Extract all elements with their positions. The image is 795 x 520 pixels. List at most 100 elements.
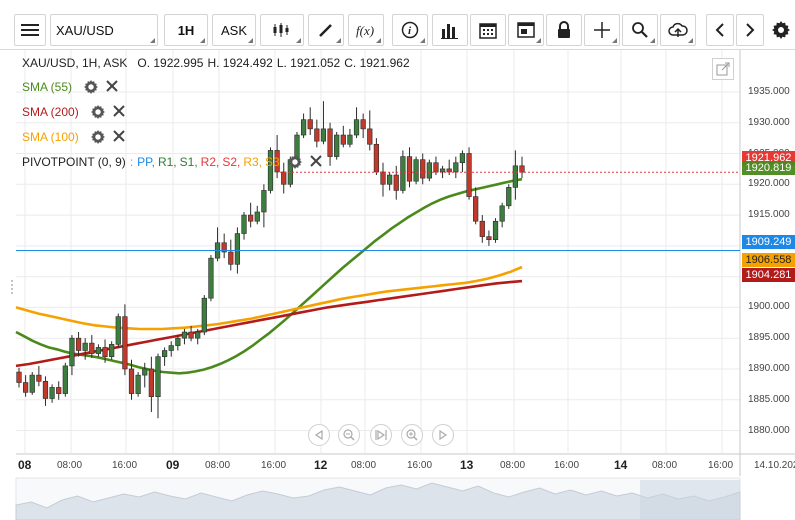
candle xyxy=(459,150,466,172)
candle xyxy=(281,162,287,194)
indicator-pivotpoint[interactable]: PIVOTPOINT (0, 9) : PP, R1, S1, R2, S2, … xyxy=(22,155,324,169)
info-button[interactable]: i xyxy=(392,14,428,46)
zoom-in-icon xyxy=(406,429,418,441)
candle xyxy=(115,313,121,348)
gear-icon xyxy=(772,21,790,39)
candle xyxy=(228,239,234,271)
time-axis-label: 09 xyxy=(166,458,180,472)
nav-zoom-in-button[interactable] xyxy=(401,424,423,446)
upload-button[interactable] xyxy=(660,14,696,46)
indicator-sma-55[interactable]: SMA (55) xyxy=(22,80,120,94)
crosshair-icon xyxy=(594,22,610,38)
pen-icon xyxy=(319,24,332,37)
navigator-preview[interactable] xyxy=(15,477,741,520)
crosshair-button[interactable] xyxy=(584,14,620,46)
candle xyxy=(135,372,141,397)
low-value: L. 1921.052 xyxy=(276,56,341,70)
gear-icon[interactable] xyxy=(287,155,302,169)
candle xyxy=(466,147,472,200)
template-icon xyxy=(517,22,535,38)
sma-100-line xyxy=(15,265,523,331)
nav-scroll-right-button[interactable] xyxy=(432,424,454,446)
calendar-button[interactable] xyxy=(470,14,506,46)
candle xyxy=(380,162,386,197)
candle xyxy=(29,372,35,395)
scroll-right-button[interactable] xyxy=(736,14,764,46)
time-axis-label: 16:00 xyxy=(112,460,138,471)
candle xyxy=(122,304,128,376)
time-axis-label: 16:00 xyxy=(708,460,734,471)
candle xyxy=(327,122,333,166)
price-axis-label: 1900.000 xyxy=(748,301,790,313)
zoom-button[interactable] xyxy=(622,14,658,46)
template-button[interactable] xyxy=(508,14,544,46)
nav-reset-button[interactable] xyxy=(370,424,392,446)
pivot-s2: S2, xyxy=(222,155,241,169)
close-icon[interactable] xyxy=(106,80,120,94)
time-axis-label: 08:00 xyxy=(57,460,83,471)
expand-button[interactable] xyxy=(712,58,734,80)
candle xyxy=(360,113,366,139)
draw-tool-button[interactable] xyxy=(308,14,344,46)
indicator-label: SMA (55) xyxy=(22,80,73,94)
candle xyxy=(413,156,419,185)
price-type-select[interactable]: ASK xyxy=(212,14,256,46)
indicator-label: SMA (200) xyxy=(22,105,79,119)
candle xyxy=(36,365,42,387)
chart-type-button[interactable] xyxy=(260,14,304,46)
menu-button[interactable] xyxy=(14,14,46,46)
overlays xyxy=(11,171,740,294)
settings-button[interactable] xyxy=(768,14,794,46)
time-axis-label: 08:00 xyxy=(652,460,678,471)
candle xyxy=(69,335,75,376)
indicators-button[interactable]: f(x) xyxy=(348,14,384,46)
scroll-left-button[interactable] xyxy=(706,14,734,46)
bar-chart-icon xyxy=(441,24,458,39)
chart-area[interactable]: XAU/USD, 1H, ASK O. 1922.995 H. 1924.492… xyxy=(0,50,795,520)
lock-button[interactable] xyxy=(546,14,582,46)
time-axis-label: 08 xyxy=(18,458,32,472)
indicator-sma-200[interactable]: SMA (200) xyxy=(22,105,127,119)
indicator-sma-100[interactable]: SMA (100) xyxy=(22,130,127,144)
time-axis-label: 08:00 xyxy=(500,460,526,471)
close-icon[interactable] xyxy=(310,155,324,169)
candle xyxy=(433,156,439,176)
price-axis-label: 1920.000 xyxy=(748,178,790,190)
price-type-value: ASK xyxy=(220,22,247,38)
nav-zoom-out-button[interactable] xyxy=(338,424,360,446)
candle xyxy=(473,187,479,225)
pivot-r1: R1, xyxy=(157,155,177,169)
nav-scroll-left-button[interactable] xyxy=(308,424,330,446)
zoom-out-icon xyxy=(343,429,355,441)
price-chart[interactable] xyxy=(0,50,795,520)
candle xyxy=(82,338,88,360)
pivot-r3: R3, xyxy=(243,155,263,169)
candle xyxy=(334,131,340,160)
gear-icon[interactable] xyxy=(90,130,105,144)
symbol-value: XAU/USD xyxy=(56,22,114,38)
close-icon[interactable] xyxy=(112,130,127,144)
symbol-select[interactable]: XAU/USD xyxy=(50,14,158,46)
candle xyxy=(62,362,68,397)
close-icon[interactable] xyxy=(112,105,127,119)
svg-text:f(x): f(x) xyxy=(356,23,374,38)
gear-icon[interactable] xyxy=(84,80,99,94)
interval-select[interactable]: 1H xyxy=(164,14,208,46)
chevron-right-icon xyxy=(746,23,755,37)
volume-button[interactable] xyxy=(432,14,468,46)
gear-icon[interactable] xyxy=(90,105,105,119)
candle xyxy=(75,332,82,357)
candle xyxy=(439,165,446,179)
navigator-window[interactable] xyxy=(640,480,740,520)
time-axis-label: 14 xyxy=(614,458,628,472)
candle xyxy=(367,110,373,151)
candle xyxy=(188,325,194,342)
candle xyxy=(267,147,274,194)
candle xyxy=(320,101,327,145)
candle xyxy=(142,362,148,388)
candle xyxy=(128,359,135,400)
cloud-upload-icon xyxy=(668,22,688,37)
chevron-left-icon xyxy=(715,23,724,37)
candle xyxy=(486,230,492,246)
indicator-label: SMA (100) xyxy=(22,130,79,144)
